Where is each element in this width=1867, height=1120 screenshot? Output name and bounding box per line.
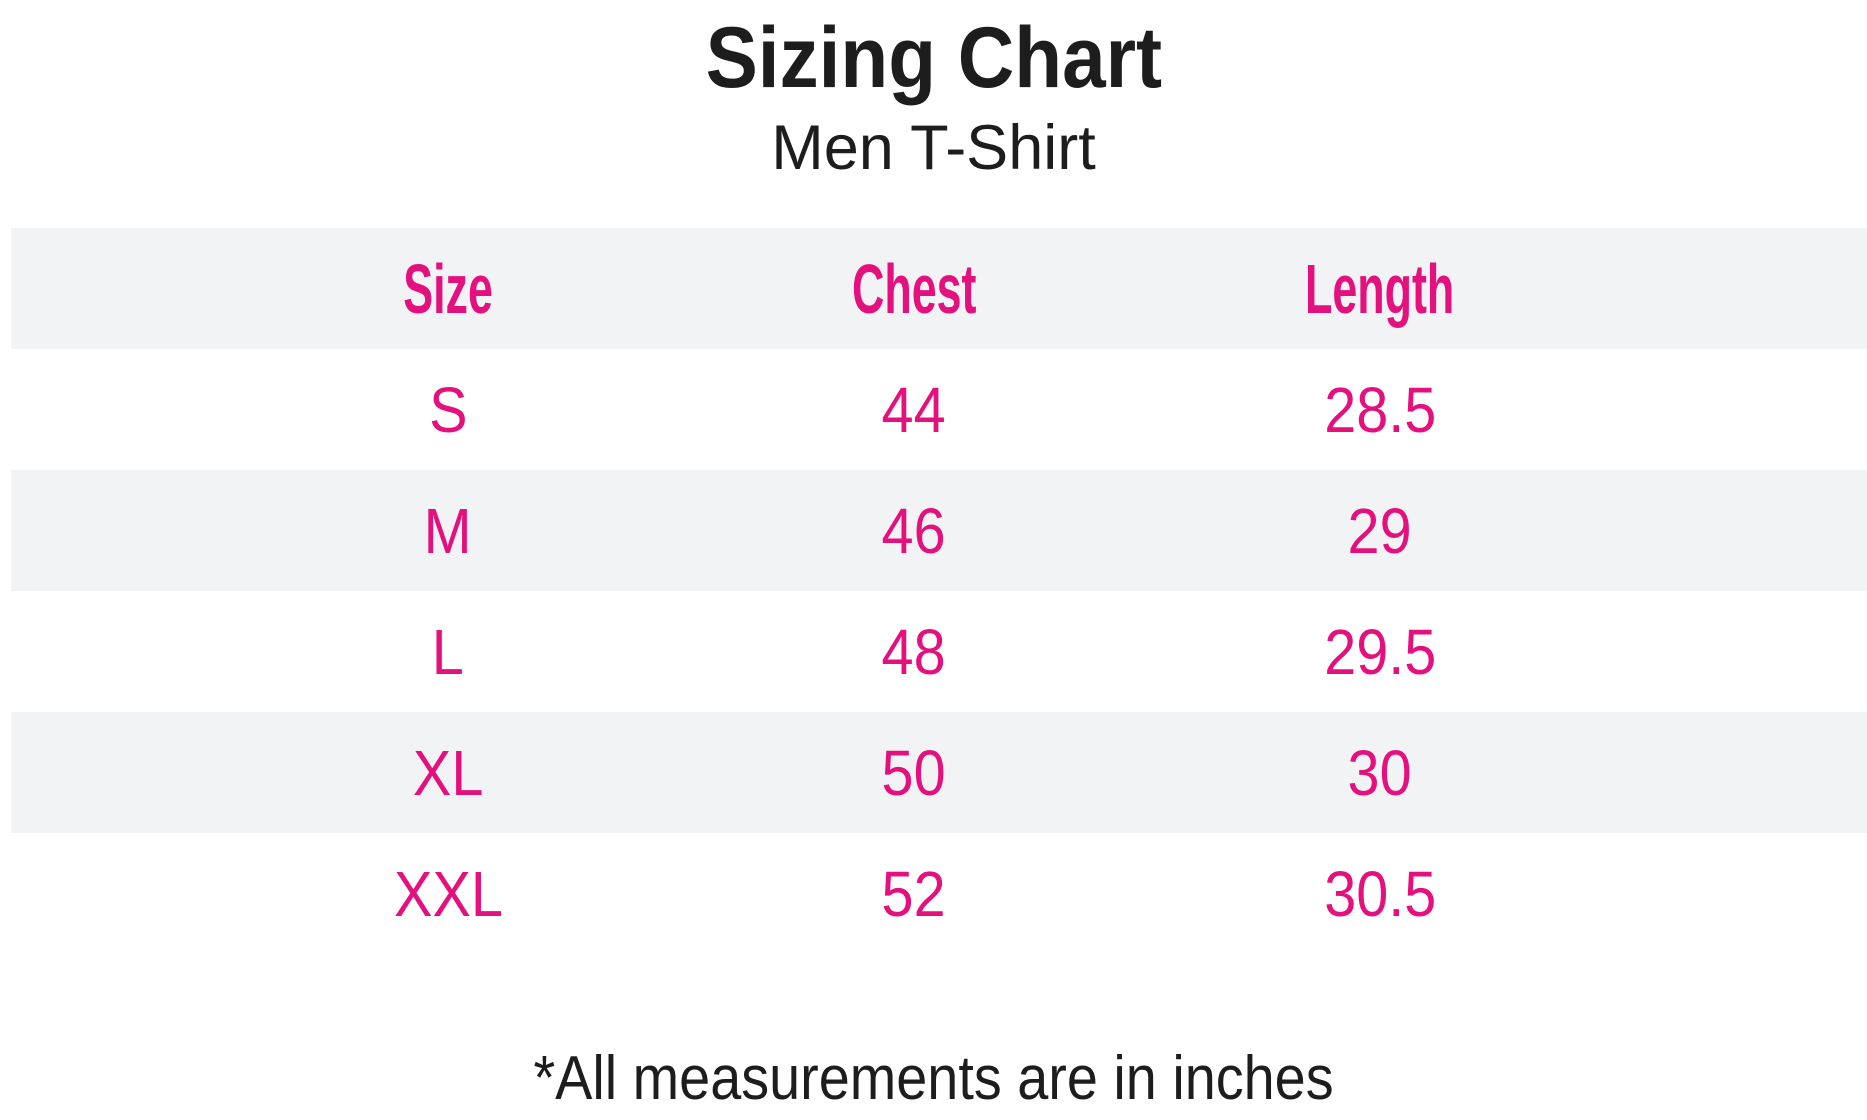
length-value: 28.5 [1323, 373, 1437, 446]
column-header-size-label: Size [403, 249, 493, 328]
size-cell: XXL [215, 857, 681, 931]
page-subtitle: Men T-Shirt [0, 108, 1867, 188]
chest-cell: 52 [681, 857, 1147, 931]
table-row-m: M 46 29 [11, 470, 1867, 591]
size-value: XXL [393, 857, 503, 930]
table-row-xl: XL 50 30 [11, 712, 1867, 833]
sizing-table: Size Chest Length S 44 28.5 M [11, 228, 1867, 954]
chest-cell: 44 [681, 373, 1147, 447]
length-cell: 28.5 [1147, 373, 1613, 447]
length-cell: 30 [1147, 736, 1613, 810]
table-header-row: Size Chest Length [11, 228, 1867, 349]
size-cell: XL [215, 736, 681, 810]
size-cell: S [215, 373, 681, 447]
size-value: XL [412, 736, 484, 809]
size-cell: M [215, 494, 681, 568]
chest-cell: 48 [681, 615, 1147, 689]
footnote-text: *All measurements are in inches [533, 1043, 1334, 1113]
column-header-size: Size [215, 249, 681, 329]
chest-value: 48 [881, 615, 947, 688]
footnote: *All measurements are in inches [0, 1043, 1867, 1113]
length-cell: 29.5 [1147, 615, 1613, 689]
length-cell: 29 [1147, 494, 1613, 568]
length-value: 29.5 [1323, 615, 1437, 688]
size-value: M [424, 494, 472, 567]
chest-value: 44 [881, 373, 947, 446]
size-cell: L [215, 615, 681, 689]
size-value: S [428, 373, 468, 446]
chest-cell: 50 [681, 736, 1147, 810]
page-title: Sizing Chart [0, 8, 1867, 108]
length-value: 30.5 [1323, 857, 1437, 930]
column-header-chest: Chest [681, 249, 1147, 329]
chest-value: 46 [881, 494, 947, 567]
page-title-text: Sizing Chart [705, 9, 1162, 106]
table-row-l: L 48 29.5 [11, 591, 1867, 712]
column-header-length-label: Length [1305, 249, 1455, 328]
column-header-chest-label: Chest [851, 249, 977, 328]
size-value: L [431, 615, 465, 688]
table-row-xxl: XXL 52 30.5 [11, 833, 1867, 954]
chest-value: 50 [881, 736, 947, 809]
chest-value: 52 [881, 857, 947, 930]
length-cell: 30.5 [1147, 857, 1613, 931]
table-row-s: S 44 28.5 [11, 349, 1867, 470]
page-subtitle-text: Men T-Shirt [771, 113, 1096, 183]
chest-cell: 46 [681, 494, 1147, 568]
column-header-length: Length [1147, 249, 1613, 329]
length-value: 30 [1347, 736, 1413, 809]
length-value: 29 [1347, 494, 1413, 567]
